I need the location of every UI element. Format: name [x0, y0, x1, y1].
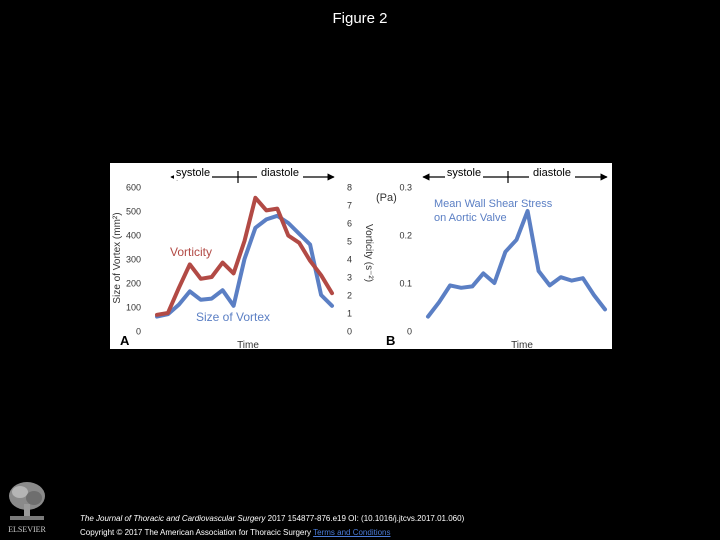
y-tick-b-3: 0.3 [399, 183, 412, 193]
y-tick-a-5: 500 [126, 207, 141, 217]
right-tick-a-1: 1 [347, 309, 352, 319]
logo-wordmark: ELSEVIER [8, 525, 46, 534]
right-axis-ticks-a: 0 1 2 3 4 5 6 7 8 [347, 183, 352, 337]
systole-label-bg-a [174, 166, 212, 180]
y-tick-b-0: 0 [407, 327, 412, 337]
y-tick-a-4: 400 [126, 231, 141, 241]
right-tick-a-8: 8 [347, 183, 352, 193]
y-tick-a-0: 0 [136, 327, 141, 337]
figure-chart: systole diastole 0 100 200 300 400 500 600 0 1 2… [112, 166, 608, 349]
systole-label-bg-b [445, 166, 483, 180]
diastole-label-bg-a [257, 166, 303, 180]
y-tick-b-2: 0.2 [399, 231, 412, 241]
panel-a: systole diastole 0 100 200 300 400 500 600 0 1 2… [112, 166, 374, 349]
right-tick-a-7: 7 [347, 201, 352, 211]
diastole-label-a: diastole [261, 167, 299, 179]
panel-label-a: A [120, 333, 130, 348]
citation-details: 2017 154877-876.e19 OI: (10.1016/j.jtcvs… [265, 514, 465, 523]
y-tick-a-2: 200 [126, 279, 141, 289]
series-line-a-size-of-vortex [155, 213, 334, 319]
right-tick-a-2: 2 [347, 291, 352, 301]
figure-panel: systole diastole 0 100 200 300 400 500 600 0 1 2… [110, 163, 612, 349]
x-axis-label-b: Time [511, 340, 533, 349]
elsevier-logo-icon: ELSEVIER [4, 478, 50, 536]
series-line-a-vorticity [155, 195, 334, 317]
copyright-text: Copyright © 2017 The American Associatio… [80, 528, 314, 537]
series-line-b-shear-stress [426, 209, 607, 319]
systole-label-a: systole [176, 167, 210, 179]
y-tick-a-6: 600 [126, 183, 141, 193]
panel-label-b: B [386, 333, 395, 348]
legend-mean-wall-shear-stress: Mean Wall Shear Stress on Aortic Valve [434, 198, 555, 224]
panel-b: systole diastole 0 0.1 0.2 0.3 (Pa) Mean Wa… [376, 166, 608, 349]
terms-link[interactable]: Terms and Conditions [313, 528, 391, 537]
y-axis-ticks-b: 0 0.1 0.2 0.3 [399, 183, 412, 337]
journal-name: The Journal of Thoracic and Cardiovascul… [80, 514, 266, 523]
right-tick-a-0: 0 [347, 327, 352, 337]
right-tick-a-5: 5 [347, 237, 352, 247]
y-tick-a-3: 300 [126, 255, 141, 265]
left-axis-ticks-a: 0 100 200 300 400 500 600 [126, 183, 141, 337]
right-tick-a-4: 4 [347, 255, 352, 265]
diastole-label-b: diastole [533, 167, 571, 179]
slide-title: Figure 2 [332, 10, 388, 27]
legend-vorticity: Vorticity [170, 245, 212, 259]
right-tick-a-3: 3 [347, 273, 352, 283]
citation: The Journal of Thoracic and Cardiovascul… [80, 514, 464, 523]
copyright: Copyright © 2017 The American Associatio… [80, 528, 391, 537]
systole-label-b: systole [447, 167, 481, 179]
y-tick-b-1: 0.1 [399, 279, 412, 289]
diastole-label-bg-b [529, 166, 575, 180]
unit-label-b: (Pa) [376, 192, 397, 204]
legend-size-of-vortex: Size of Vortex [196, 310, 270, 324]
y-tick-a-1: 100 [126, 303, 141, 313]
x-axis-label-a: Time [237, 340, 259, 349]
y-axis-label-a: Size of Vortex (mm²) [112, 212, 123, 303]
right-axis-label-a: Vorticity (s⁻²) [363, 224, 374, 282]
right-tick-a-6: 6 [347, 219, 352, 229]
